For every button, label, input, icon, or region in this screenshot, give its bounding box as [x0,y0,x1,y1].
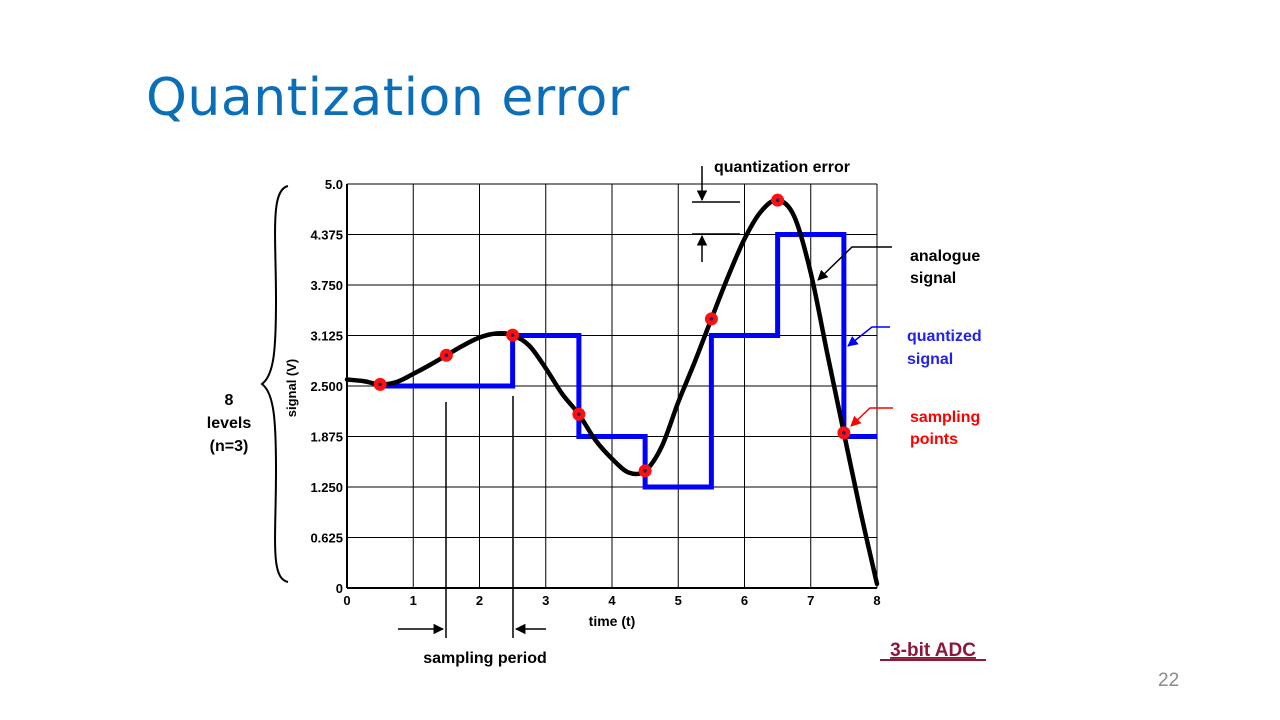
sampling-point [771,193,785,207]
y-tick-label: 1.875 [310,430,343,445]
sampling-point [439,348,453,362]
sampling-point-center [709,317,714,321]
sampling-points-label-1: sampling [910,409,980,426]
sampling-point-center [842,431,846,435]
analogue-signal-label-1: analogue [910,248,980,265]
y-tick-label: 5.0 [325,177,343,192]
sampling-point-center [444,353,449,358]
sampling-point [572,407,586,421]
grid [346,183,878,589]
x-axis-label: time (t) [589,613,636,629]
x-tick-label: 2 [476,593,483,608]
y-tick-labels: 0 0.625 1.250 1.875 2.500 3.125 3.750 4.375 5.0 [310,177,343,596]
y-tick-label: 0 [336,581,343,596]
sampling-point-center [510,333,515,337]
sampling-point-center [577,412,581,417]
analogue-signal-label-2: signal [910,270,956,287]
y-tick-label: 3.750 [310,278,343,293]
levels-brace [260,185,289,583]
sampling-point [373,377,387,391]
y-tick-label: 3.125 [310,329,343,344]
y-axis-label: signal (V) [284,359,299,418]
y-tick-label: 2.500 [310,379,343,394]
sampling-point-center [378,382,382,387]
x-tick-labels: 0 1 2 3 4 5 6 7 8 [343,593,880,608]
x-tick-label: 1 [410,593,417,608]
y-tick-label: 0.625 [310,531,343,546]
sampling-points [373,193,851,478]
adc-label: 3-bit ADC [890,640,976,661]
quantized-signal-label-1: quantized [907,328,982,345]
sampling-points-pointer [850,407,893,427]
x-tick-label: 6 [741,593,748,608]
sampling-point [638,464,652,478]
sampling-point [506,328,520,342]
sampling-points-label-2: points [910,431,958,448]
sampling-point-center [775,198,780,202]
analogue-signal-pointer [817,246,892,281]
quantized-signal-line [380,232,877,490]
x-tick-label: 3 [542,593,549,608]
x-tick-label: 4 [608,593,616,608]
x-tick-label: 0 [343,593,350,608]
quantized-signal-pointer [847,326,890,347]
quantized-signal-label-2: signal [907,351,953,368]
slide-title: Quantization error [146,68,630,128]
sampling-period-label: sampling period [423,650,547,667]
x-tick-label: 8 [873,593,880,608]
y-tick-label: 1.250 [310,480,343,495]
x-tick-label: 7 [807,593,814,608]
y-tick-label: 4.375 [310,228,343,243]
analogue-signal-line [344,197,880,587]
page-number: 22 [1158,670,1180,691]
x-tick-label: 5 [675,593,682,608]
levels-word-label: levels [207,415,252,432]
levels-bits-label: (n=3) [210,438,249,455]
sampling-point-center [643,469,647,473]
levels-count-label: 8 [225,392,234,409]
sampling-point [704,312,718,326]
quantization-error-label: quantization error [714,159,850,176]
sampling-point [837,426,851,440]
